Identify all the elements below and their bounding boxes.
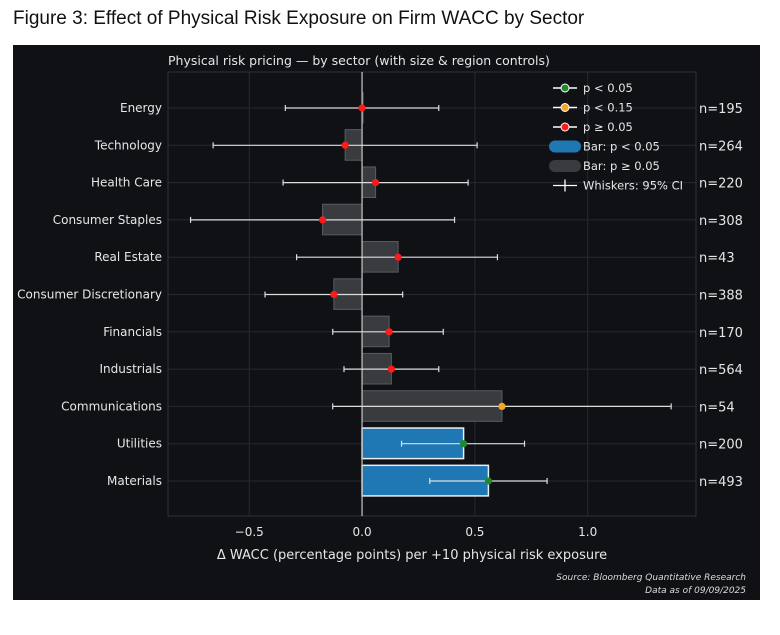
y-tick-label: Industrials xyxy=(99,362,162,376)
legend-label: Bar: p < 0.05 xyxy=(583,140,660,154)
point-marker xyxy=(498,402,506,410)
date-note: Data as of 09/09/2025 xyxy=(645,586,746,596)
legend-marker-icon xyxy=(560,103,570,112)
y-tick-label: Utilities xyxy=(117,437,162,451)
point-marker xyxy=(371,179,380,187)
y-tick-label: Real Estate xyxy=(94,250,162,264)
n-label: n=170 xyxy=(699,326,743,341)
legend-label: Whiskers: 95% CI xyxy=(583,179,683,193)
chart-title: Physical risk pricing — by sector (with … xyxy=(168,53,550,68)
n-label: n=564 xyxy=(699,363,743,378)
point-marker xyxy=(459,440,468,448)
n-label: n=54 xyxy=(699,400,735,415)
point-marker xyxy=(387,365,395,373)
y-tick-label: Consumer Discretionary xyxy=(17,288,162,302)
point-marker xyxy=(484,477,493,485)
n-label: n=493 xyxy=(699,475,743,490)
legend-marker-icon xyxy=(560,83,570,93)
y-tick-label: Consumer Staples xyxy=(53,213,162,227)
y-tick-label: Materials xyxy=(107,474,162,488)
legend-label: p < 0.05 xyxy=(583,81,633,95)
legend-label: p < 0.15 xyxy=(583,101,633,115)
y-tick-label: Energy xyxy=(120,101,162,115)
y-tick-label: Technology xyxy=(94,138,162,152)
legend-label: p ≥ 0.05 xyxy=(583,120,633,134)
y-tick-label: Financials xyxy=(103,325,162,339)
x-axis-label: Δ WACC (percentage points) per +10 physi… xyxy=(217,548,607,563)
legend-marker-icon xyxy=(560,122,570,132)
chart-svg: Physical risk pricing — by sector (with … xyxy=(17,53,746,596)
n-label: n=195 xyxy=(699,102,743,117)
n-label: n=264 xyxy=(699,139,743,154)
point-marker xyxy=(318,216,327,224)
point-marker xyxy=(358,104,366,112)
chart-panel: Physical risk pricing — by sector (with … xyxy=(13,45,760,600)
n-label: n=200 xyxy=(699,438,743,453)
legend-label: Bar: p ≥ 0.05 xyxy=(583,159,660,173)
x-tick-label: 1.0 xyxy=(578,525,597,539)
n-label: n=220 xyxy=(699,177,743,192)
figure-title: Figure 3: Effect of Physical Risk Exposu… xyxy=(13,8,585,29)
n-label: n=308 xyxy=(699,214,743,229)
plot-frame xyxy=(167,71,697,517)
x-tick-label: −0.5 xyxy=(235,525,264,539)
n-label: n=43 xyxy=(699,251,735,266)
point-marker xyxy=(341,141,349,149)
point-marker xyxy=(330,290,338,299)
y-tick-label: Communications xyxy=(61,399,162,413)
legend-bar-swatch xyxy=(549,140,581,153)
legend-bar-swatch xyxy=(549,160,581,172)
n-label: n=388 xyxy=(699,289,743,304)
x-tick-label: 0.0 xyxy=(353,525,372,539)
x-tick-label: 0.5 xyxy=(465,525,484,539)
source-note: Source: Bloomberg Quantitative Research xyxy=(556,573,746,583)
point-marker xyxy=(394,253,402,261)
point-marker xyxy=(385,328,393,336)
y-tick-label: Health Care xyxy=(91,176,162,190)
